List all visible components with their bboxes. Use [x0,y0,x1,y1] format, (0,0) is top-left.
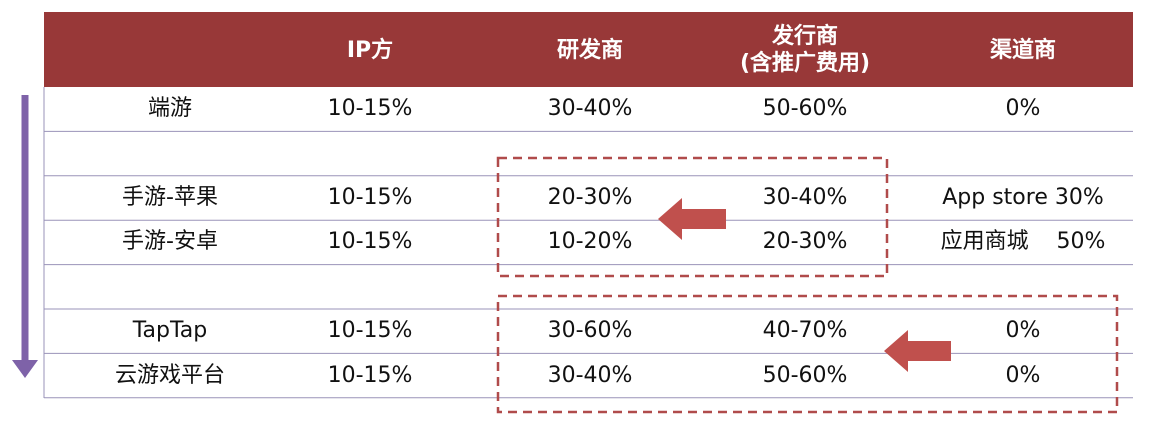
header-cell: 渠道商 [989,37,1056,63]
table-cell: 20-30% [547,185,633,210]
table-cell: 30-40% [762,185,848,210]
header-cell: 研发商 [556,37,623,63]
table-cell: 手游-安卓 [122,229,218,255]
table-cell: 0% [1005,96,1041,122]
table-cell: 10-15% [327,229,413,255]
table-cell: 10-15% [327,362,413,388]
table-cell: TapTap [132,318,208,344]
table-cell: 10-20% [547,229,633,255]
table-cell: 0% [1005,362,1041,388]
table-cell: 应用商城 50% [940,229,1106,255]
table-cell: 50-60% [762,96,848,122]
table-cell: 0% [1005,318,1041,344]
table-cell: App store 30% [942,185,1104,210]
table-cell: 手游-苹果 [122,185,218,210]
table-cell: 10-15% [327,96,413,122]
table-cell: 10-15% [327,185,413,210]
table-cell: 端游 [147,96,192,122]
left-arrow [658,198,726,240]
table-cell: 云游戏平台 [114,362,225,388]
left-arrow [884,330,951,372]
table-cell: 20-30% [762,229,848,255]
header-cell: 发行商 (含推广费用) [739,24,871,76]
table-cell: 40-70% [762,318,848,344]
table-cell: 30-40% [547,362,633,388]
table-cell: 30-60% [547,318,633,344]
flow-arrow-head [12,360,38,378]
header-cell: IP方 [346,37,394,63]
dashed-box [496,294,1119,414]
table-cell: 50-60% [762,362,848,388]
header-band [44,12,1133,87]
table-cell: 10-15% [327,318,413,344]
table-cell: 30-40% [547,96,633,122]
